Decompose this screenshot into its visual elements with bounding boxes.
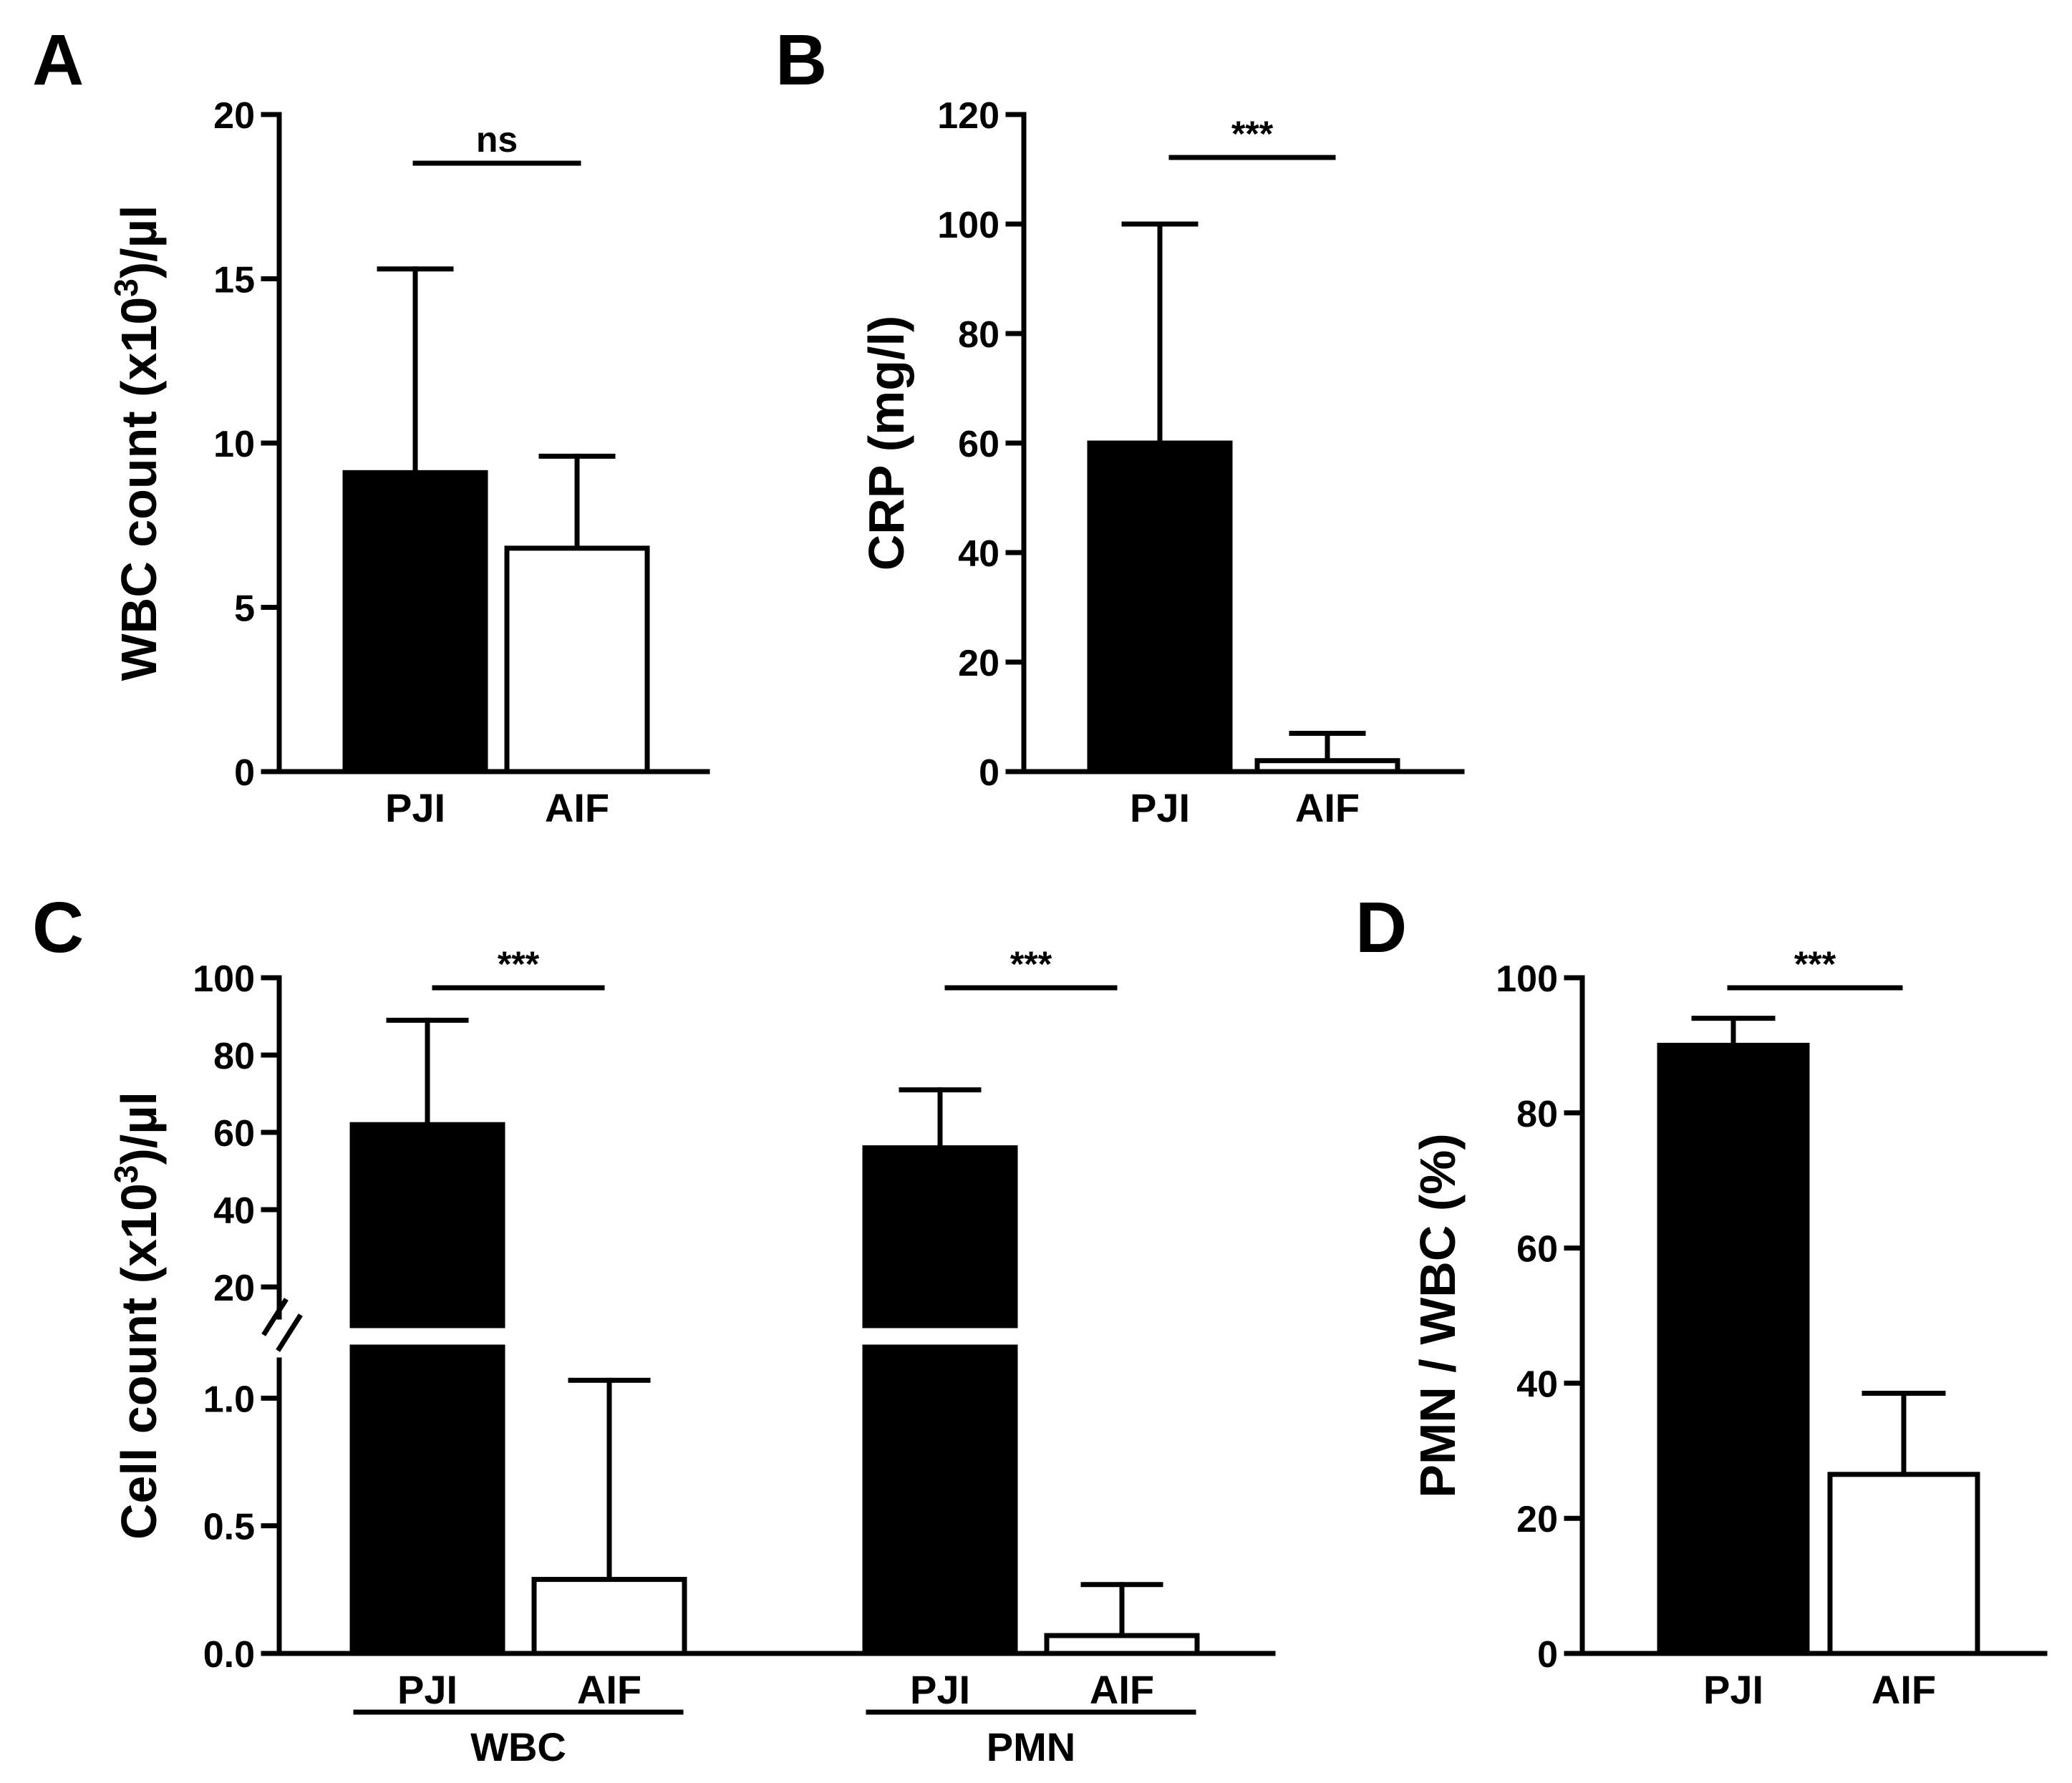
y-tick-label: 40 [958, 533, 999, 575]
y-tick-label: 1.0 [203, 1379, 255, 1420]
panel-b: B 0 20 40 60 80 100 120 PJI AIF *** CRP (mg/l) [775, 20, 1465, 830]
bar-upper [862, 1145, 1018, 1328]
bar [1254, 758, 1400, 774]
axis-break-mark [276, 1313, 303, 1352]
y-tick-label: 80 [1516, 1094, 1558, 1135]
y-tick-label: 40 [213, 1190, 255, 1232]
panel-letter: B [775, 20, 827, 100]
y-tick-label: 120 [937, 95, 999, 137]
bar [531, 1577, 687, 1656]
significance-label: *** [1231, 114, 1274, 154]
x-category-label: PJI [385, 785, 445, 830]
bar-upper [349, 1122, 505, 1328]
y-axis-title: WBC count (x103)/µl [107, 205, 167, 681]
y-tick-label: 40 [1516, 1364, 1558, 1405]
y-tick-label: 0 [979, 752, 999, 794]
bar [1827, 1472, 1980, 1656]
significance-label: ns [476, 120, 518, 160]
y-tick-label: 100 [937, 205, 999, 246]
y-tick-label: 10 [213, 424, 255, 465]
bar-lower [349, 1344, 505, 1656]
bar-lower [862, 1344, 1018, 1656]
bar [504, 545, 650, 774]
y-tick-label: 60 [213, 1113, 255, 1155]
y-axis-title-superscript: 3 [107, 1165, 145, 1184]
y-tick-label: 0 [1537, 1634, 1558, 1676]
y-tick-label: 5 [234, 588, 255, 630]
y-tick-label: 80 [958, 314, 999, 356]
y-axis-title: PMN / WBC (%) [1410, 1133, 1466, 1497]
x-category-label: PJI [397, 1667, 458, 1712]
panel-letter: C [32, 888, 84, 968]
x-category-label: AIF [1295, 785, 1360, 830]
y-tick-label: 20 [213, 95, 255, 137]
bar [1044, 1633, 1200, 1656]
y-tick-label: 0.0 [203, 1634, 255, 1676]
y-tick-label: 15 [213, 260, 255, 301]
x-category-label: PJI [1130, 785, 1190, 830]
axis-break-mark [261, 1298, 289, 1336]
x-category-label: PJI [1703, 1667, 1763, 1712]
y-axis-title-end: )/µl [111, 205, 167, 279]
y-tick-label: 60 [1516, 1229, 1558, 1271]
x-category-label: AIF [545, 785, 609, 830]
y-axis-title: CRP (mg/l) [858, 316, 914, 571]
significance-label: *** [1794, 944, 1836, 984]
y-tick-label: 0 [234, 752, 255, 794]
y-tick-label: 20 [958, 643, 999, 684]
y-tick-label: 80 [213, 1036, 255, 1077]
significance-label: *** [498, 944, 540, 984]
panel-d: D 0 20 40 60 80 100 PJI AIF *** PMN / WBC (%) [1355, 888, 2048, 1712]
y-tick-label: 20 [1516, 1499, 1558, 1540]
x-category-label: AIF [1090, 1667, 1154, 1712]
y-tick-label: 100 [193, 958, 255, 1000]
y-tick-label: 0.5 [203, 1507, 255, 1548]
y-axis-title: Cell count (x103)/µl [107, 1092, 167, 1540]
y-tick-label: 20 [213, 1268, 255, 1309]
panel-letter: D [1355, 888, 1407, 968]
bar [342, 470, 488, 774]
y-axis-title-end: )/µl [111, 1092, 167, 1165]
group-label: PMN [987, 1724, 1075, 1769]
x-category-label: AIF [1872, 1667, 1936, 1712]
x-category-label: PJI [910, 1667, 970, 1712]
x-category-label: AIF [577, 1667, 642, 1712]
y-tick-label: 100 [1496, 958, 1558, 1000]
group-label: WBC [470, 1724, 566, 1769]
y-tick-label: 60 [958, 424, 999, 465]
panel-a: A 0 5 10 15 20 PJI AIF ns WBC count (x103)/µl [32, 20, 710, 830]
significance-label: *** [1010, 944, 1052, 984]
bar [1657, 1042, 1810, 1656]
bar [1087, 440, 1233, 774]
panel-letter: A [32, 20, 84, 100]
y-axis-title-superscript: 3 [107, 278, 145, 297]
